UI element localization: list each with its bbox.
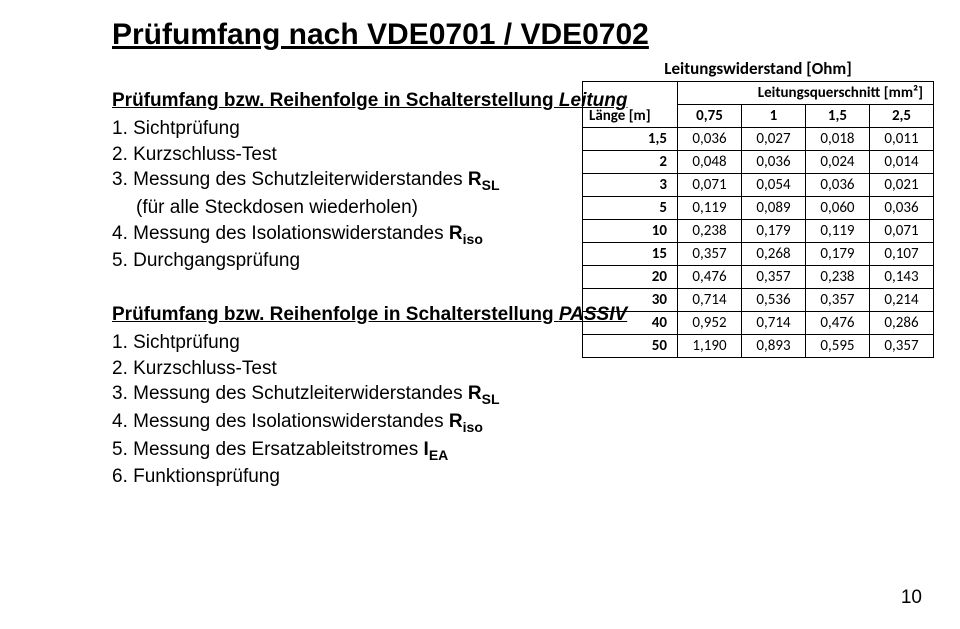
- table-row-header: 2: [583, 151, 678, 174]
- table-cell: 0,071: [869, 220, 933, 243]
- list-item: 3. Messung des Schutzleiterwiderstandes …: [112, 381, 672, 409]
- page-number: 10: [901, 587, 922, 609]
- table-row-header: 10: [583, 220, 678, 243]
- table-cell: 0,179: [741, 220, 805, 243]
- table-row: 400,9520,7140,4760,286: [583, 312, 934, 335]
- table-cell: 0,179: [805, 243, 869, 266]
- table-cell: 0,238: [805, 266, 869, 289]
- table-row-header: 40: [583, 312, 678, 335]
- table-row: 20,0480,0360,0240,014: [583, 151, 934, 174]
- table-cell: 0,036: [805, 174, 869, 197]
- table-row-header: 1,5: [583, 128, 678, 151]
- list-item: 4. Messung des Isolationswiderstandes Ri…: [112, 409, 672, 437]
- table-col-header: 1,5: [805, 105, 869, 128]
- table-cell: 0,021: [869, 174, 933, 197]
- table-row-header: 15: [583, 243, 678, 266]
- table-cell: 0,027: [741, 128, 805, 151]
- table-cell: 0,357: [678, 243, 742, 266]
- table-cell: 0,054: [741, 174, 805, 197]
- table-row: 150,3570,2680,1790,107: [583, 243, 934, 266]
- table-cell: 0,595: [805, 335, 869, 358]
- table-row: 200,4760,3570,2380,143: [583, 266, 934, 289]
- list-item: 5. Messung des Ersatzableitstromes IEA: [112, 437, 672, 465]
- table-cell: 0,536: [741, 289, 805, 312]
- table-row-header: 3: [583, 174, 678, 197]
- table-cell: 0,036: [741, 151, 805, 174]
- table-cell: 0,268: [741, 243, 805, 266]
- table-cell: 0,238: [678, 220, 742, 243]
- table-cell: 0,036: [678, 128, 742, 151]
- table-cell: 0,014: [869, 151, 933, 174]
- table-cell: 1,190: [678, 335, 742, 358]
- table-title: Leitungswiderstand [Ohm]: [582, 58, 934, 79]
- table-row-header: 50: [583, 335, 678, 358]
- table-row-header: 30: [583, 289, 678, 312]
- table-cell: 0,476: [805, 312, 869, 335]
- table-cell: 0,214: [869, 289, 933, 312]
- table-rowhead: Länge [m]: [583, 105, 678, 128]
- section2-heading-prefix: Prüfumfang bzw. Reihenfolge in Schalters…: [112, 304, 559, 325]
- table-cell: 0,071: [678, 174, 742, 197]
- table-cell: 0,143: [869, 266, 933, 289]
- table-cell: 0,714: [741, 312, 805, 335]
- table-cell: 0,048: [678, 151, 742, 174]
- table-row: 1,50,0360,0270,0180,011: [583, 128, 934, 151]
- table-cell: 0,119: [678, 197, 742, 220]
- resistance-table: Leitungsquerschnitt [mm²] Länge [m] 0,75…: [582, 81, 934, 358]
- table-cell: 0,357: [741, 266, 805, 289]
- table-row: 300,7140,5360,3570,214: [583, 289, 934, 312]
- table-cell: 0,952: [678, 312, 742, 335]
- table-cell: 0,119: [805, 220, 869, 243]
- table-cell: 0,357: [869, 335, 933, 358]
- table-cell: 0,089: [741, 197, 805, 220]
- table-cell: 0,476: [678, 266, 742, 289]
- table-row: 501,1900,8930,5950,357: [583, 335, 934, 358]
- table-cell: 0,714: [678, 289, 742, 312]
- resistance-table-wrap: Leitungswiderstand [Ohm] Leitungsquersch…: [582, 58, 934, 358]
- table-row: 30,0710,0540,0360,021: [583, 174, 934, 197]
- table-cell: 0,107: [869, 243, 933, 266]
- table-col-header: 0,75: [678, 105, 742, 128]
- table-row: 50,1190,0890,0600,036: [583, 197, 934, 220]
- table-cell: 0,893: [741, 335, 805, 358]
- table-cell: 0,286: [869, 312, 933, 335]
- table-cell: 0,036: [869, 197, 933, 220]
- table-cell: 0,024: [805, 151, 869, 174]
- table-subheader: Leitungsquerschnitt [mm²]: [678, 82, 934, 105]
- table-cell: 0,018: [805, 128, 869, 151]
- table-col-header: 1: [741, 105, 805, 128]
- list-item: 2. Kurzschluss-Test: [112, 356, 672, 382]
- table-cell: 0,060: [805, 197, 869, 220]
- table-col-header: 2,5: [869, 105, 933, 128]
- page-title: Prüfumfang nach VDE0701 / VDE0702: [112, 18, 910, 52]
- table-row-header: 5: [583, 197, 678, 220]
- list-item: 6. Funktionsprüfung: [112, 464, 672, 490]
- section1-heading-prefix: Prüfumfang bzw. Reihenfolge in Schalters…: [112, 90, 559, 111]
- table-cell: 0,357: [805, 289, 869, 312]
- table-row: 100,2380,1790,1190,071: [583, 220, 934, 243]
- table-cell: 0,011: [869, 128, 933, 151]
- table-row-header: 20: [583, 266, 678, 289]
